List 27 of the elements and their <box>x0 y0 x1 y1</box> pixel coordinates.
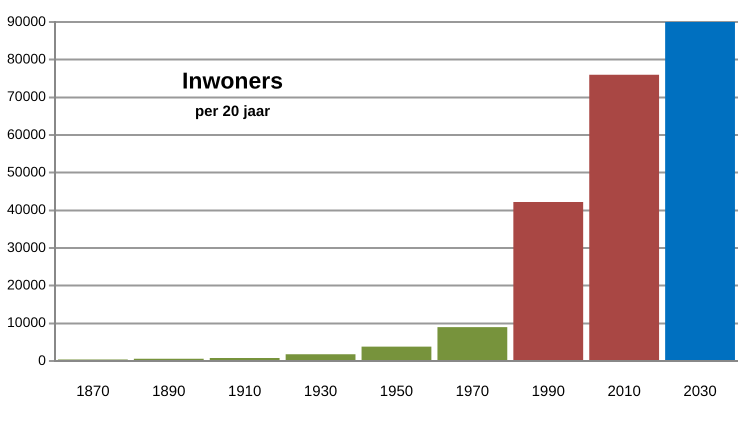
text: Inwoners <box>182 67 284 94</box>
y-tick-label: 60000 <box>6 126 46 142</box>
bar <box>665 22 735 360</box>
y-tick-label: 80000 <box>6 50 46 67</box>
x-tick-label: 1890 <box>152 383 186 400</box>
y-tick-label: 20000 <box>6 276 46 293</box>
bar <box>437 327 508 360</box>
x-tick-label: 2030 <box>683 383 717 400</box>
x-tick-label: 1870 <box>76 383 110 400</box>
y-tick-label: 40000 <box>6 201 46 218</box>
bar <box>513 202 584 360</box>
bar <box>589 74 660 360</box>
y-tick-label: 0 <box>38 352 46 368</box>
x-tick-label: 1930 <box>304 383 338 400</box>
x-tick-label: 2010 <box>607 383 641 400</box>
bar <box>362 346 432 360</box>
x-tick-label: 1910 <box>228 383 262 400</box>
bar <box>286 354 356 360</box>
text: per 20 jaar <box>194 103 270 120</box>
y-tick-label: 30000 <box>6 238 46 255</box>
x-tick-label: 1990 <box>532 383 565 400</box>
y-tick-label: 10000 <box>6 314 46 330</box>
y-tick-label: 70000 <box>6 88 46 104</box>
x-tick-label: 1950 <box>380 383 414 400</box>
y-tick-label: 50000 <box>6 164 46 180</box>
x-tick-label: 1970 <box>456 383 490 400</box>
y-tick-label: 90000 <box>6 12 46 29</box>
